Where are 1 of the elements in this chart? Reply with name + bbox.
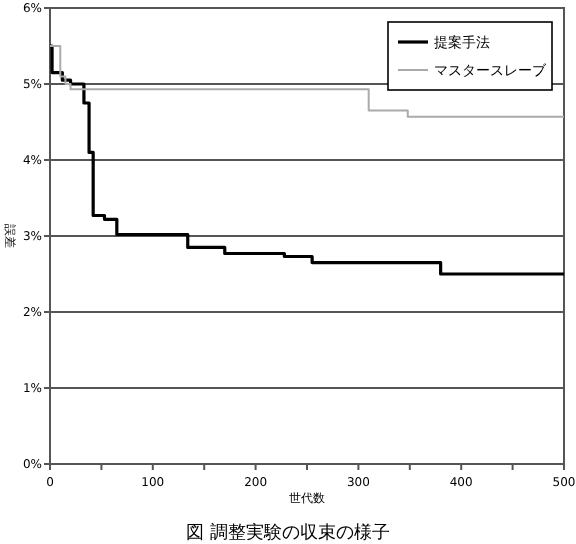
text: 図 調整実験の収束の様子 — [186, 522, 390, 544]
